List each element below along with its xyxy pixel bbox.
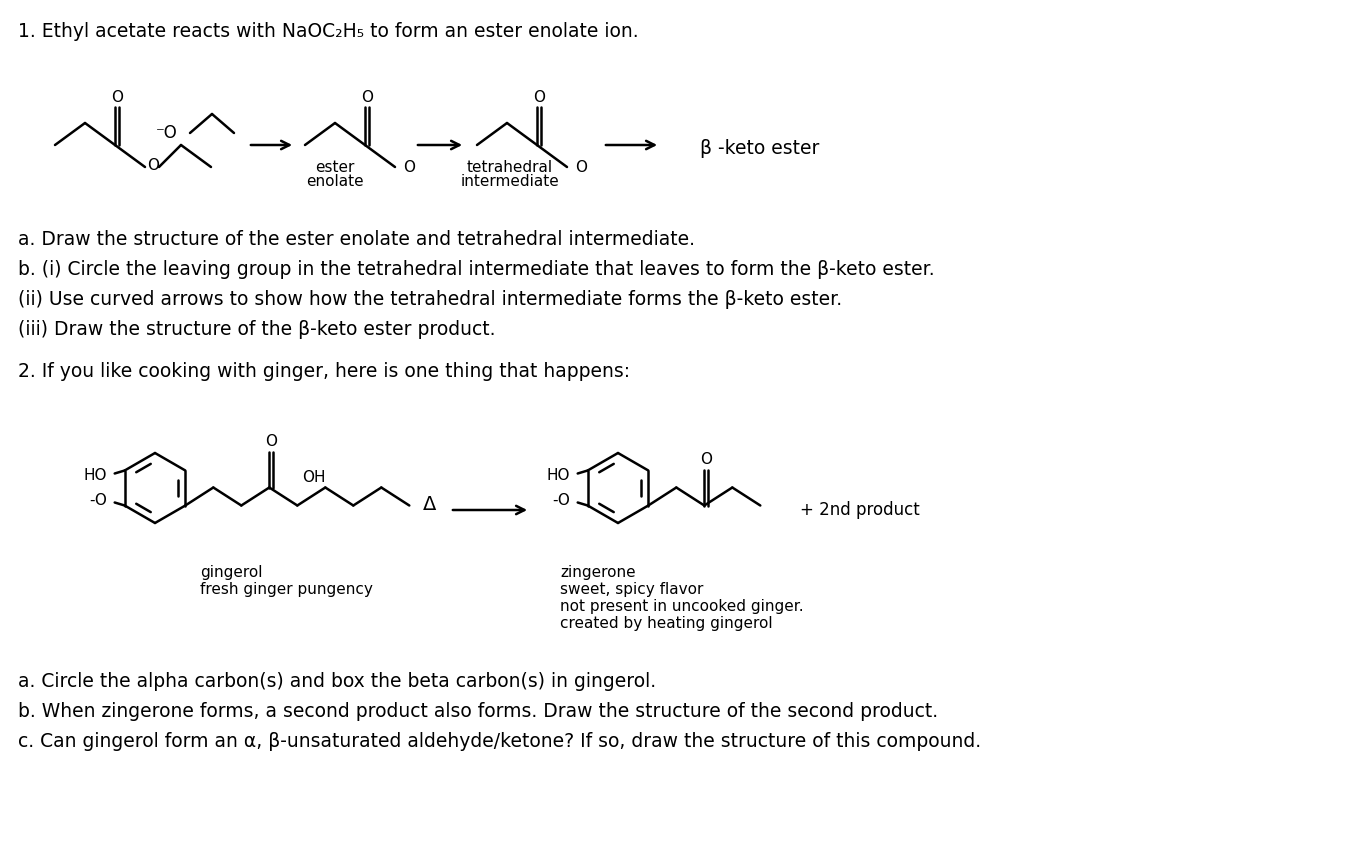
Text: O: O bbox=[574, 159, 587, 175]
Text: a. Draw the structure of the ester enolate and tetrahedral intermediate.: a. Draw the structure of the ester enola… bbox=[18, 230, 695, 249]
Text: OH: OH bbox=[303, 470, 326, 485]
Text: O: O bbox=[533, 89, 546, 105]
Text: 2. If you like cooking with ginger, here is one thing that happens:: 2. If you like cooking with ginger, here… bbox=[18, 362, 631, 381]
Text: sweet, spicy flavor: sweet, spicy flavor bbox=[559, 582, 703, 597]
Text: tetrahedral: tetrahedral bbox=[468, 160, 553, 176]
Text: c. Can gingerol form an α, β-unsaturated aldehyde/ketone? If so, draw the struct: c. Can gingerol form an α, β-unsaturated… bbox=[18, 732, 982, 751]
Text: not present in uncooked ginger.: not present in uncooked ginger. bbox=[559, 599, 803, 614]
Text: b. (i) Circle the leaving group in the tetrahedral intermediate that leaves to f: b. (i) Circle the leaving group in the t… bbox=[18, 260, 935, 279]
Text: enolate: enolate bbox=[306, 175, 363, 189]
Text: -O: -O bbox=[551, 493, 570, 508]
Text: fresh ginger pungency: fresh ginger pungency bbox=[200, 582, 373, 597]
Text: O: O bbox=[266, 434, 277, 449]
Text: gingerol: gingerol bbox=[200, 565, 262, 580]
Text: β -keto ester: β -keto ester bbox=[701, 139, 820, 158]
Text: O: O bbox=[701, 452, 713, 467]
Text: Δ: Δ bbox=[424, 496, 437, 515]
Text: O: O bbox=[111, 89, 123, 105]
Text: -O: -O bbox=[89, 493, 107, 508]
Text: HO: HO bbox=[546, 468, 570, 483]
Text: intermediate: intermediate bbox=[461, 175, 559, 189]
Text: 1. Ethyl acetate reacts with NaOC₂H₅ to form an ester enolate ion.: 1. Ethyl acetate reacts with NaOC₂H₅ to … bbox=[18, 22, 639, 41]
Text: ester: ester bbox=[315, 160, 355, 176]
Text: O: O bbox=[403, 159, 415, 175]
Text: b. When zingerone forms, a second product also forms. Draw the structure of the : b. When zingerone forms, a second produc… bbox=[18, 702, 938, 721]
Text: O: O bbox=[361, 89, 373, 105]
Text: a. Circle the alpha carbon(s) and box the beta carbon(s) in gingerol.: a. Circle the alpha carbon(s) and box th… bbox=[18, 672, 657, 691]
Text: zingerone: zingerone bbox=[559, 565, 636, 580]
Text: (iii) Draw the structure of the β-keto ester product.: (iii) Draw the structure of the β-keto e… bbox=[18, 320, 495, 339]
Text: + 2nd product: + 2nd product bbox=[801, 501, 920, 519]
Text: HO: HO bbox=[84, 468, 107, 483]
Text: ⁻O: ⁻O bbox=[156, 124, 178, 142]
Text: created by heating gingerol: created by heating gingerol bbox=[559, 616, 773, 631]
Text: (ii) Use curved arrows to show how the tetrahedral intermediate forms the β-keto: (ii) Use curved arrows to show how the t… bbox=[18, 290, 842, 309]
Text: O: O bbox=[147, 158, 159, 172]
